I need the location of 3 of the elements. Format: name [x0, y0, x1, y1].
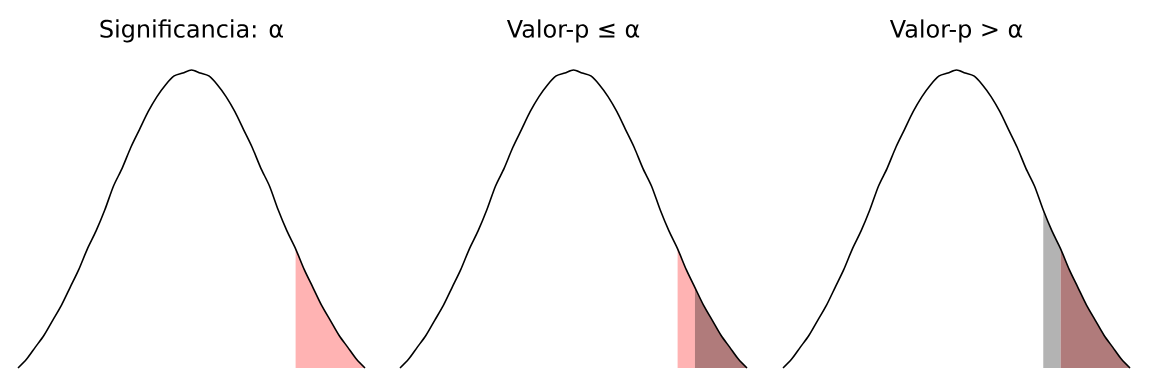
- chart-title: Valor-p ≤ α: [506, 19, 640, 43]
- chart-title: Valor-p > α: [889, 19, 1023, 43]
- chart-title: Significancia: α: [100, 19, 283, 43]
